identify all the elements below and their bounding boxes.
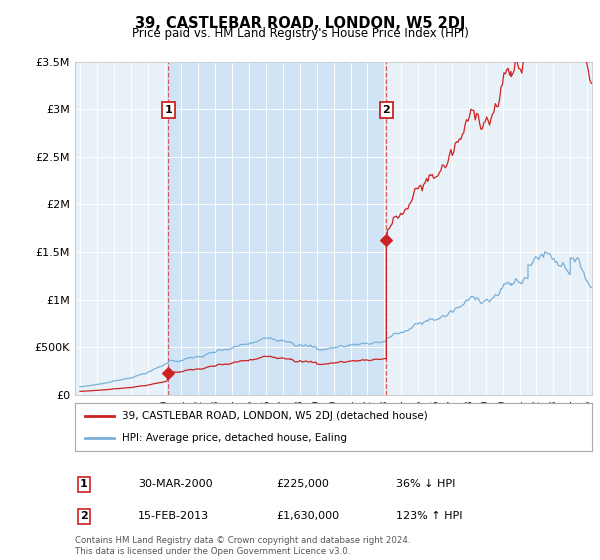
Text: £1,630,000: £1,630,000 <box>276 511 339 521</box>
Bar <box>169 62 386 395</box>
Text: £225,000: £225,000 <box>276 479 329 489</box>
Text: 1: 1 <box>80 479 88 489</box>
Text: 2: 2 <box>382 105 390 115</box>
Point <box>382 235 391 244</box>
Point <box>164 369 173 378</box>
Text: HPI: Average price, detached house, Ealing: HPI: Average price, detached house, Eali… <box>122 433 347 443</box>
Text: 2: 2 <box>80 511 88 521</box>
Text: 15-FEB-2013: 15-FEB-2013 <box>138 511 209 521</box>
Text: Price paid vs. HM Land Registry's House Price Index (HPI): Price paid vs. HM Land Registry's House … <box>131 27 469 40</box>
Text: 30-MAR-2000: 30-MAR-2000 <box>138 479 212 489</box>
Text: 36% ↓ HPI: 36% ↓ HPI <box>396 479 455 489</box>
Text: 1: 1 <box>164 105 172 115</box>
Text: 39, CASTLEBAR ROAD, LONDON, W5 2DJ: 39, CASTLEBAR ROAD, LONDON, W5 2DJ <box>135 16 465 31</box>
Text: 123% ↑ HPI: 123% ↑ HPI <box>396 511 463 521</box>
Text: Contains HM Land Registry data © Crown copyright and database right 2024.
This d: Contains HM Land Registry data © Crown c… <box>75 536 410 556</box>
Text: 39, CASTLEBAR ROAD, LONDON, W5 2DJ (detached house): 39, CASTLEBAR ROAD, LONDON, W5 2DJ (deta… <box>122 411 427 421</box>
